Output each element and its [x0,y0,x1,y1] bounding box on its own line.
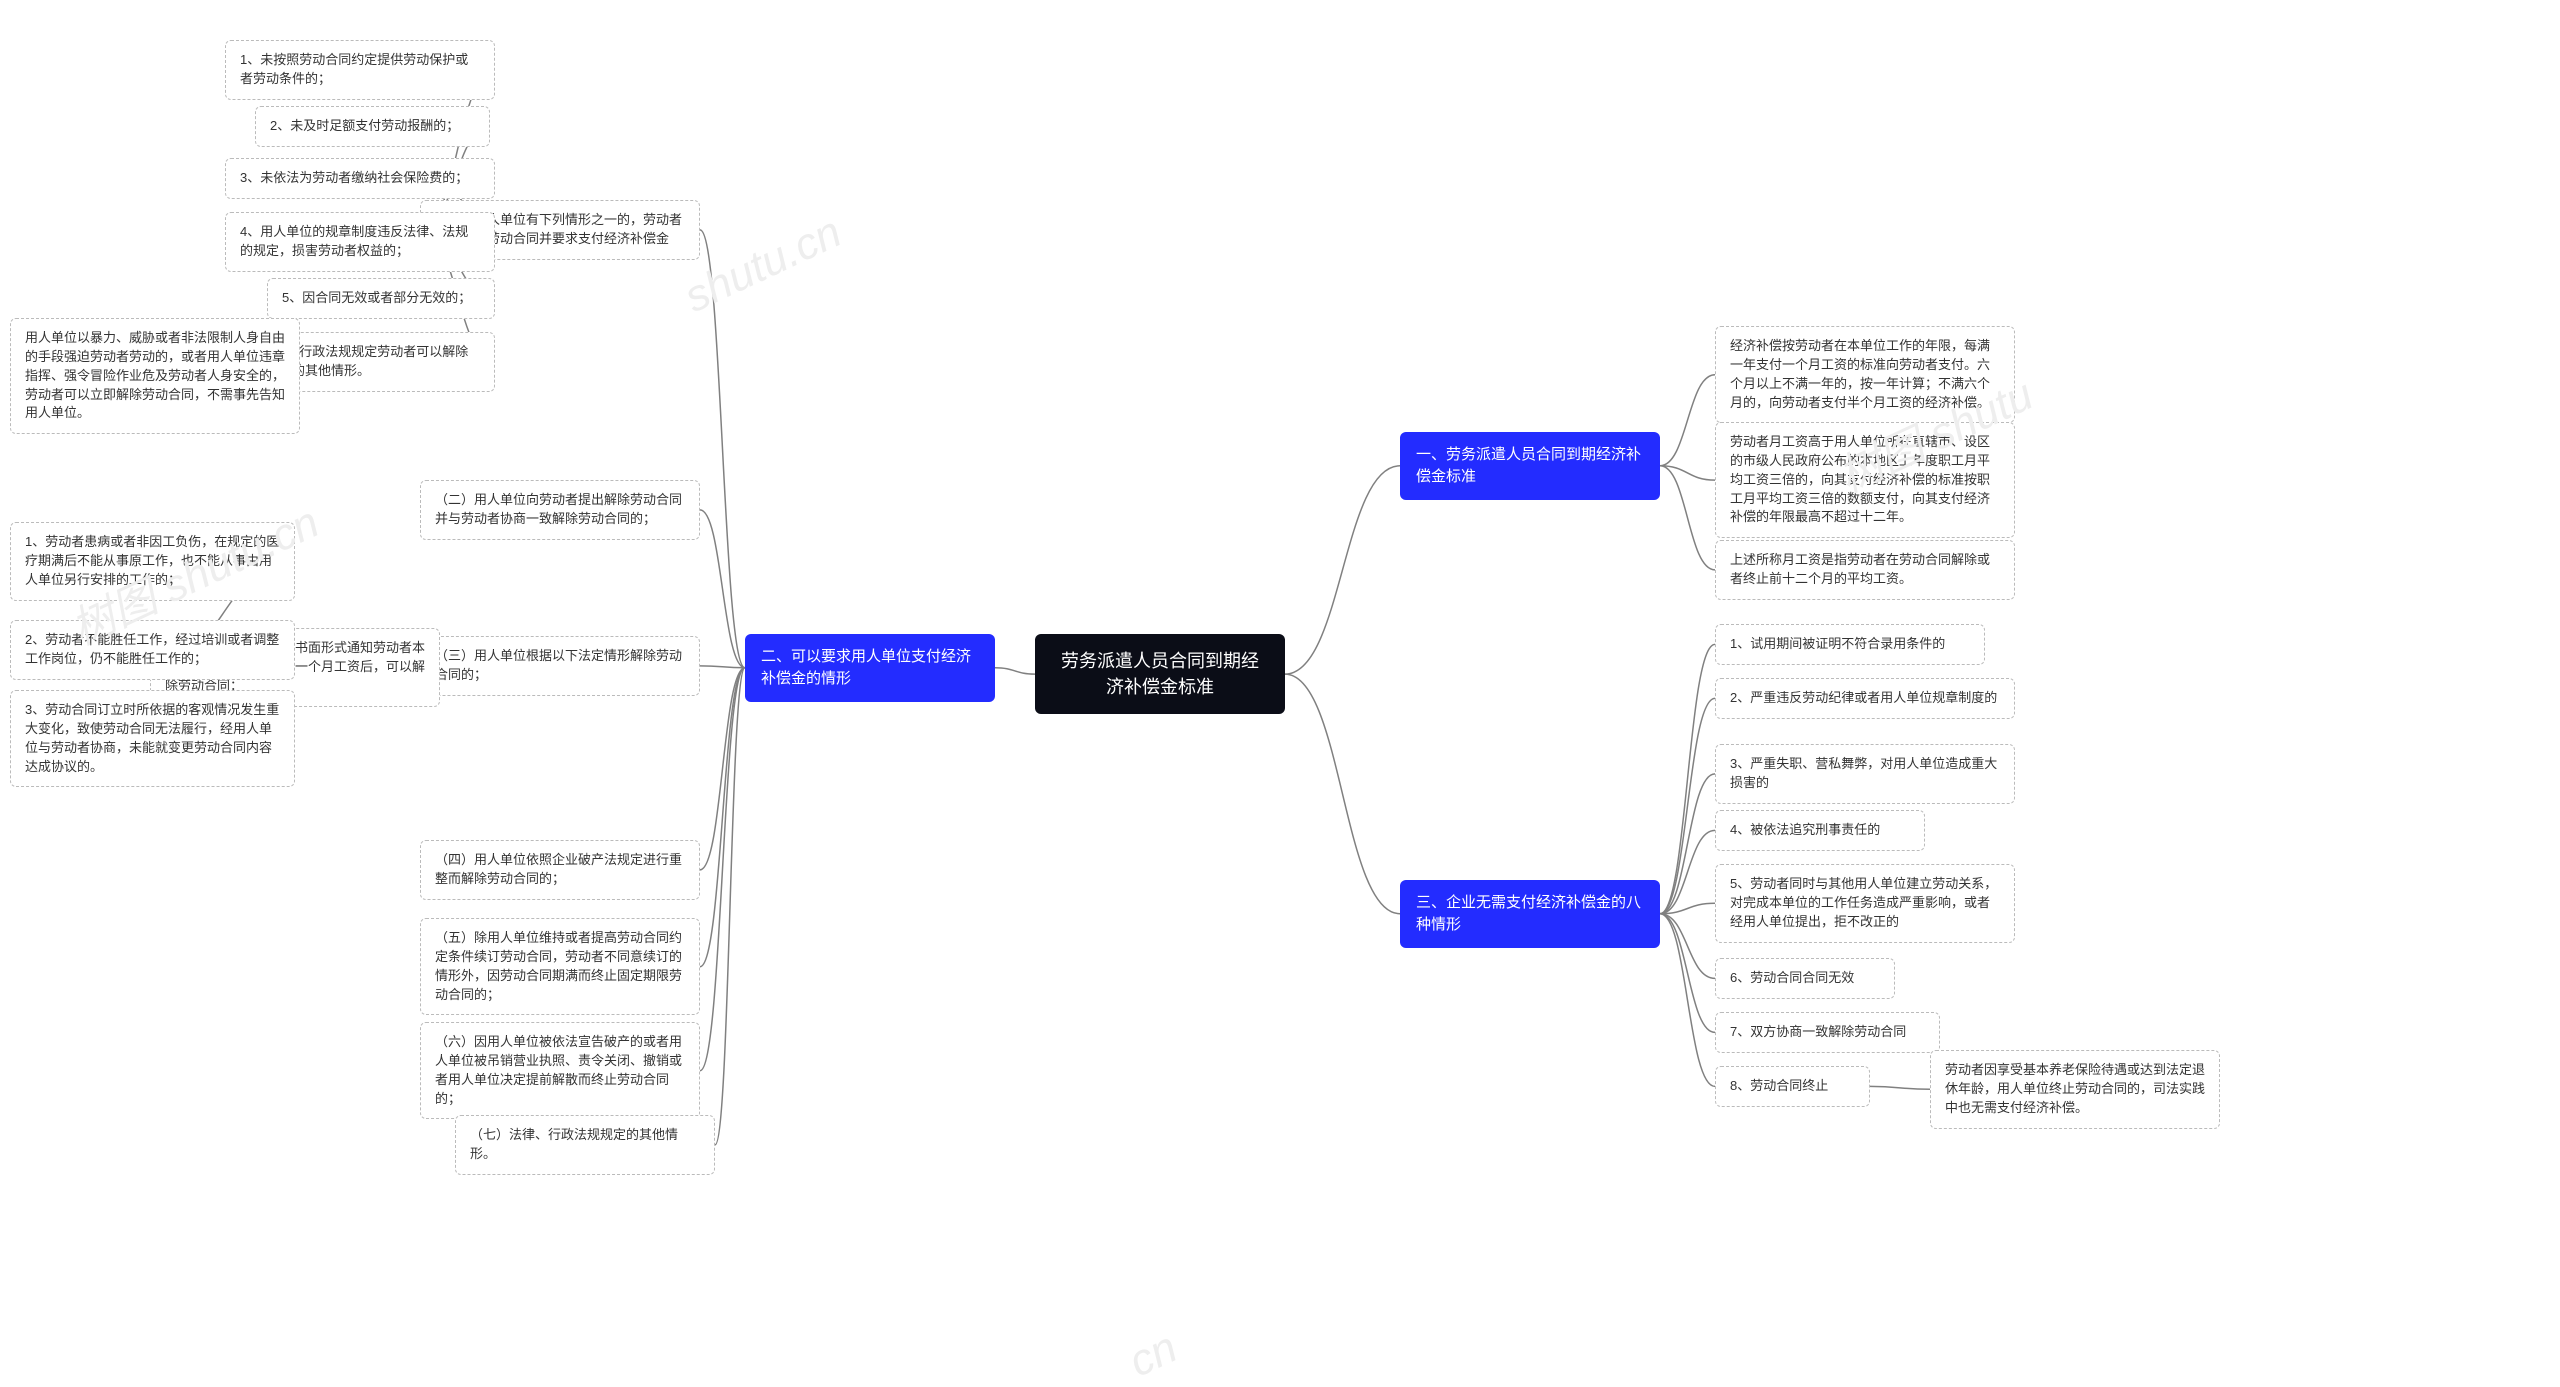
connector [1660,914,1715,979]
mindmap-node-b2_3_2[interactable]: 2、劳动者不能胜任工作，经过培训或者调整工作岗位，仍不能胜任工作的； [10,620,295,680]
connector [715,668,745,1145]
mindmap-node-b2_1_2[interactable]: 2、未及时足额支付劳动报酬的； [255,106,490,147]
connector [1660,914,1715,1033]
watermark: cn [1122,1323,1185,1387]
mindmap-node-root[interactable]: 劳务派遣人员合同到期经济补偿金标准 [1035,634,1285,714]
connector [1660,774,1715,914]
mindmap-node-b3_2[interactable]: 2、严重违反劳动纪律或者用人单位规章制度的 [1715,678,2015,719]
mindmap-node-b3_1[interactable]: 1、试用期间被证明不符合录用条件的 [1715,624,1985,665]
connector [1660,644,1715,913]
mindmap-node-b3_7[interactable]: 7、双方协商一致解除劳动合同 [1715,1012,1940,1053]
mindmap-node-b2_1_3[interactable]: 3、未依法为劳动者缴纳社会保险费的； [225,158,495,199]
connector [1660,466,1715,480]
connector [1285,466,1400,674]
mindmap-node-b2_3_1[interactable]: 1、劳动者患病或者非因工负伤，在规定的医疗期满后不能从事原工作，也不能从事由用人… [10,522,295,601]
mindmap-node-b2_1_5[interactable]: 5、因合同无效或者部分无效的； [267,278,495,319]
mindmap-node-b2_1_4[interactable]: 4、用人单位的规章制度违反法律、法规的规定，损害劳动者权益的； [225,212,495,272]
mindmap-node-b3_8[interactable]: 8、劳动合同终止 [1715,1066,1870,1107]
connector [1660,698,1715,913]
mindmap-node-b1_1[interactable]: 经济补偿按劳动者在本单位工作的年限，每满一年支付一个月工资的标准向劳动者支付。六… [1715,326,2015,423]
connector [1660,466,1715,570]
mindmap-node-b2_3[interactable]: （三）用人单位根据以下法定情形解除劳动合同的； [420,636,700,696]
mindmap-node-b2_5[interactable]: （五）除用人单位维持或者提高劳动合同约定条件续订劳动合同，劳动者不同意续订的情形… [420,918,700,1015]
mindmap-node-b2_7[interactable]: （七）法律、行政法规规定的其他情形。 [455,1115,715,1175]
mindmap-node-b1_3[interactable]: 上述所称月工资是指劳动者在劳动合同解除或者终止前十二个月的平均工资。 [1715,540,2015,600]
mindmap-node-b2_2[interactable]: （二）用人单位向劳动者提出解除劳动合同并与劳动者协商一致解除劳动合同的； [420,480,700,540]
mindmap-node-b3_6[interactable]: 6、劳动合同合同无效 [1715,958,1895,999]
connector [995,668,1035,674]
mindmap-node-b1_2[interactable]: 劳动者月工资高于用人单位所在直辖市、设区的市级人民政府公布的本地区上年度职工月平… [1715,422,2015,538]
connector [1285,674,1400,914]
mindmap-node-b3_4[interactable]: 4、被依法追究刑事责任的 [1715,810,1925,851]
mindmap-node-b2[interactable]: 二、可以要求用人单位支付经济补偿金的情形 [745,634,995,702]
connector [1660,830,1715,913]
watermark: shutu.cn [677,207,849,323]
mindmap-node-b1[interactable]: 一、劳务派遣人员合同到期经济补偿金标准 [1400,432,1660,500]
connector [700,668,745,1071]
mindmap-node-b2_6[interactable]: （六）因用人单位被依法宣告破产的或者用人单位被吊销营业执照、责令关闭、撤销或者用… [420,1022,700,1119]
connector [1660,914,1715,1087]
mindmap-node-b2_1_6_1[interactable]: 用人单位以暴力、威胁或者非法限制人身自由的手段强迫劳动者劳动的，或者用人单位违章… [10,318,300,434]
connector [700,668,745,967]
connector [700,666,745,668]
connector [1660,375,1715,466]
mindmap-node-b2_3_3[interactable]: 3、劳动合同订立时所依据的客观情况发生重大变化，致使劳动合同无法履行，经用人单位… [10,690,295,787]
connector [1660,903,1715,913]
connector [700,668,745,870]
connector [1870,1086,1930,1089]
mindmap-node-b3_8_1[interactable]: 劳动者因享受基本养老保险待遇或达到法定退休年龄，用人单位终止劳动合同的，司法实践… [1930,1050,2220,1129]
mindmap-node-b3_3[interactable]: 3、严重失职、营私舞弊，对用人单位造成重大损害的 [1715,744,2015,804]
mindmap-node-b2_4[interactable]: （四）用人单位依照企业破产法规定进行重整而解除劳动合同的； [420,840,700,900]
mindmap-node-b2_1_1[interactable]: 1、未按照劳动合同约定提供劳动保护或者劳动条件的； [225,40,495,100]
mindmap-node-b3[interactable]: 三、企业无需支付经济补偿金的八种情形 [1400,880,1660,948]
mindmap-node-b3_5[interactable]: 5、劳动者同时与其他用人单位建立劳动关系，对完成本单位的工作任务造成严重影响，或… [1715,864,2015,943]
connector [700,510,745,668]
connector [700,230,745,668]
